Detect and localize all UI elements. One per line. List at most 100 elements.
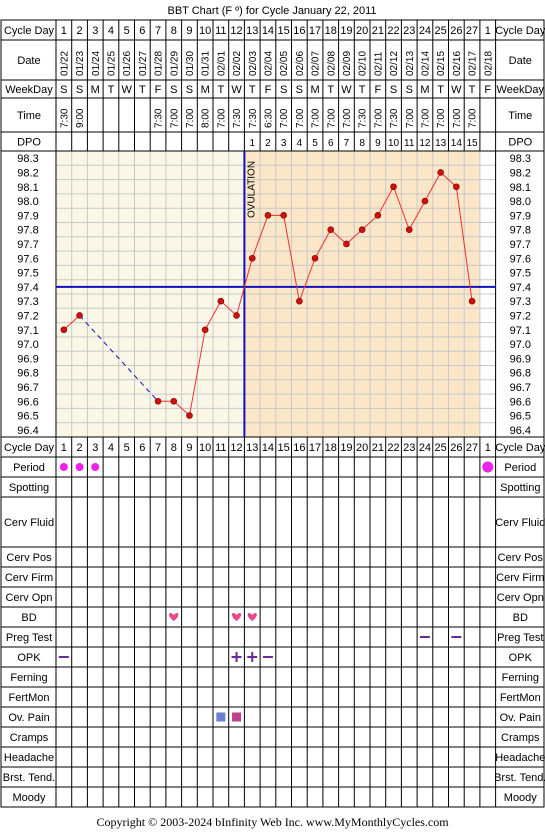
date-label: 02/17: [468, 51, 479, 76]
row-label-right: DPO: [508, 137, 532, 149]
temp-point: [405, 226, 413, 233]
date-label: 02/16: [452, 51, 463, 76]
y-tick-label-right: 97.9: [510, 210, 531, 222]
cycle-day-label: 9: [186, 25, 192, 37]
time-label: 7:30: [59, 108, 70, 128]
weekday-label: T: [327, 84, 334, 96]
temp-point: [76, 312, 83, 319]
fertility-row-label-left: Cycle Day: [4, 442, 55, 454]
y-tick-label-left: 96.5: [17, 411, 38, 423]
fertility-row-label-right: Headache: [495, 752, 545, 764]
time-label: 7:30: [358, 108, 369, 128]
temp-point: [233, 312, 240, 319]
cycle-day-label-lower: 2: [76, 442, 82, 454]
weekday-label: W: [231, 84, 242, 96]
cycle-day-label: 13: [246, 25, 258, 37]
fertility-row-label-left: Preg Test: [6, 632, 52, 644]
y-tick-label-left: 98.0: [17, 196, 38, 208]
cycle-day-label-lower: 11: [215, 442, 226, 454]
date-label: 02/05: [279, 51, 290, 76]
row-label-right: Date: [509, 55, 532, 67]
time-label: 7:30: [248, 108, 259, 128]
period-marker: [482, 461, 494, 473]
cycle-day-label: 6: [139, 25, 145, 37]
fertility-row-label-right: Ferning: [502, 672, 539, 684]
row-label-left: Date: [17, 55, 40, 67]
y-tick-label-left: 97.6: [17, 253, 38, 265]
fertility-row-label-right: Preg Test: [497, 632, 543, 644]
temp-point: [468, 297, 476, 305]
bd-heart-marker: [247, 612, 257, 621]
cycle-day-label-lower: 20: [356, 442, 368, 454]
weekday-label: T: [139, 84, 146, 96]
cycle-day-label-lower: 16: [293, 442, 305, 454]
dpo-label: 8: [359, 138, 365, 149]
time-label: 7:30: [232, 108, 243, 128]
fertility-row-label-right: Cerv Firm: [496, 572, 544, 584]
cycle-day-label: 1: [61, 25, 67, 37]
cycle-day-label-lower: 4: [108, 442, 114, 454]
weekday-label: S: [76, 84, 83, 96]
date-label: 02/02: [232, 51, 243, 76]
temp-line: [440, 172, 457, 188]
dpo-label: 5: [312, 138, 318, 149]
fertility-row-label-left: BD: [21, 612, 36, 624]
cycle-day-label-lower: 26: [450, 442, 462, 454]
y-tick-label-right: 97.6: [510, 253, 531, 265]
temp-line: [236, 258, 253, 316]
temp-line: [63, 315, 80, 331]
temp-point: [201, 326, 209, 334]
temp-point: [60, 326, 68, 334]
time-label: 7:00: [436, 108, 447, 128]
temp-line: [346, 229, 363, 245]
cycle-day-label-lower: 27: [466, 442, 478, 454]
y-tick-label-left: 97.0: [17, 339, 38, 351]
time-label: 7:00: [452, 108, 463, 128]
date-label: 02/15: [436, 51, 447, 76]
cycle-day-label-lower: 1: [61, 442, 67, 454]
temp-point: [186, 412, 193, 419]
y-tick-label-left: 97.5: [17, 268, 38, 280]
row-label-left: WeekDay: [5, 84, 53, 96]
y-tick-label-left: 96.6: [17, 396, 38, 408]
weekday-label: S: [170, 84, 177, 96]
temp-line: [361, 214, 379, 231]
weekday-label: M: [201, 84, 210, 96]
cycle-day-label: 15: [278, 25, 290, 37]
cycle-day-label: 25: [435, 25, 447, 37]
cycle-day-label: 18: [325, 25, 337, 37]
date-label: 01/28: [154, 51, 165, 76]
weekday-label: T: [437, 84, 444, 96]
temp-line: [220, 300, 237, 316]
dpo-label: 11: [404, 138, 415, 149]
fertility-row-label-right: Cramps: [501, 732, 540, 744]
fertility-row-label-left: Cerv Pos: [6, 552, 52, 564]
y-tick-label-left: 97.3: [17, 296, 38, 308]
dpo-label: 9: [375, 138, 381, 149]
cycle-day-label: 20: [356, 25, 368, 37]
temp-point: [374, 212, 382, 219]
y-tick-label-right: 97.4: [510, 282, 531, 294]
copyright-footer: Copyright © 2003-2024 bInfinity Web Inc.…: [96, 815, 449, 829]
y-tick-label-left: 97.8: [17, 225, 38, 237]
temp-line: [455, 186, 473, 302]
weekday-label: F: [155, 84, 162, 96]
weekday-label: T: [217, 84, 224, 96]
period-marker: [91, 463, 100, 471]
time-label: 7:00: [420, 108, 431, 128]
date-label: 02/08: [326, 51, 337, 76]
time-label: 7:00: [342, 108, 353, 128]
date-label: 02/09: [342, 51, 353, 76]
fertility-row-label-right: BD: [513, 612, 528, 624]
weekday-label: F: [265, 84, 272, 96]
ov-pain-marker: [216, 712, 226, 722]
cycle-day-label: 3: [92, 25, 98, 37]
dpo-label: 2: [265, 138, 271, 149]
fertility-row-label-left: Ov. Pain: [8, 712, 49, 724]
temp-line: [377, 186, 394, 216]
cycle-day-label: 8: [171, 25, 177, 37]
weekday-label: W: [451, 84, 462, 96]
weekday-label: T: [249, 84, 256, 96]
time-label: 7:00: [216, 108, 227, 128]
temp-point: [358, 226, 366, 233]
